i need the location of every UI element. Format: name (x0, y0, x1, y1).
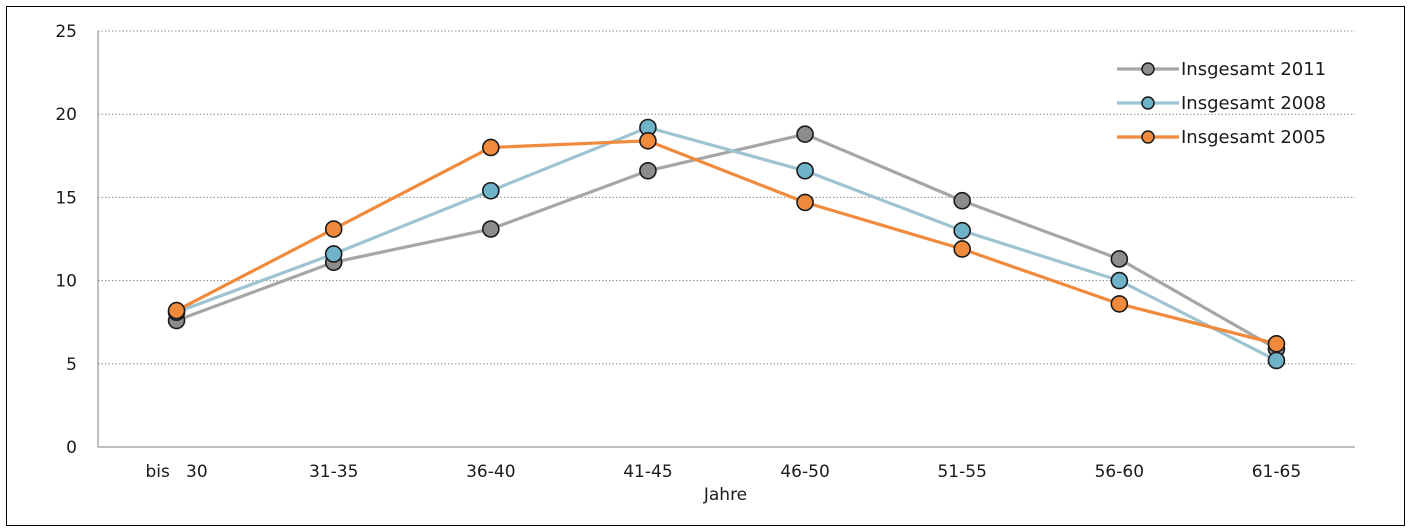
data-point (167, 301, 186, 320)
y-tick-label: 20 (55, 105, 77, 125)
legend: Insgesamt 2011 Insgesamt 2008 Insgesamt 20… (1117, 59, 1326, 148)
series-insgesamt-2011 (167, 125, 1286, 358)
data-point (953, 191, 971, 210)
x-tick-label: 46-50 (780, 462, 829, 482)
data-point (482, 138, 500, 157)
legend-item: Insgesamt 2008 (1117, 93, 1326, 114)
data-point (953, 221, 971, 240)
data-point (796, 161, 814, 180)
data-point (953, 240, 971, 258)
series-insgesamt-2008 (167, 118, 1286, 370)
x-tick-label: bis 30 (145, 462, 207, 482)
series-insgesamt-2005 (167, 132, 1286, 353)
y-tick-label: 0 (66, 438, 77, 458)
legend-marker (1141, 62, 1155, 76)
x-tick-label: 61-65 (1252, 462, 1301, 482)
data-point (796, 125, 814, 143)
legend-label: Insgesamt 2008 (1181, 93, 1326, 114)
x-tick-label: 36-40 (466, 462, 515, 482)
legend-item: Insgesamt 2005 (1117, 127, 1326, 148)
data-point (482, 220, 500, 238)
chart-frame (6, 6, 1405, 526)
legend-label: Insgesamt 2005 (1181, 127, 1326, 148)
series-line (175, 139, 1277, 346)
y-tick-label: 25 (55, 22, 77, 42)
data-point (1267, 351, 1286, 370)
legend-label: Insgesamt 2011 (1181, 59, 1326, 80)
x-tick-label: 56-60 (1095, 462, 1144, 482)
legend-marker (1141, 96, 1155, 110)
data-point (324, 220, 343, 238)
y-tick-label: 5 (66, 355, 77, 375)
data-point (1110, 295, 1129, 313)
series-line (176, 125, 1278, 362)
data-point (1110, 250, 1129, 268)
y-axis: 0 5 10 15 20 25 (55, 22, 99, 458)
data-point (639, 161, 657, 180)
series-layer (167, 118, 1286, 370)
x-tick-label: 51-55 (937, 462, 986, 482)
data-point (482, 181, 500, 200)
legend-item: Insgesamt 2011 (1117, 59, 1326, 80)
data-point (796, 193, 814, 212)
x-axis-label: Jahre (703, 485, 747, 505)
y-tick-label: 10 (55, 272, 77, 292)
x-tick-label: 41-45 (623, 462, 672, 482)
data-point (1110, 271, 1129, 290)
data-point (1267, 335, 1286, 353)
data-point (639, 132, 657, 150)
y-tick-label: 15 (55, 188, 77, 208)
legend-marker (1141, 130, 1155, 144)
data-point (324, 245, 343, 263)
gridlines (98, 30, 1355, 365)
series-line (176, 132, 1278, 351)
x-axis: Jahre bis 30 31-35 36-40 41-45 46-50 51-55 56-… (98, 446, 1355, 505)
x-tick-label: 31-35 (309, 462, 358, 482)
